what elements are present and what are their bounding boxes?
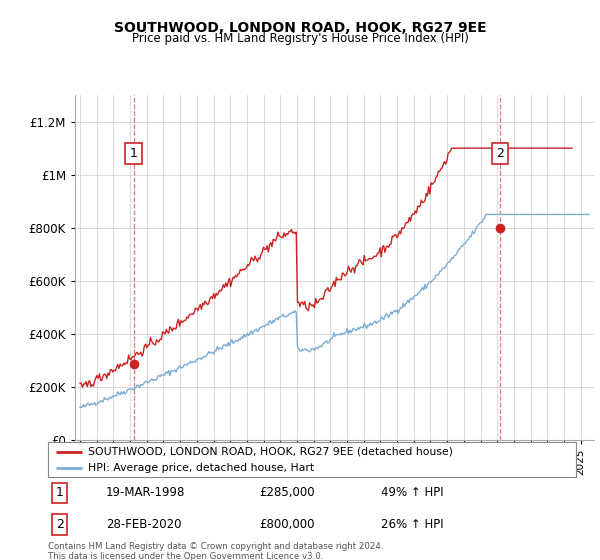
Text: SOUTHWOOD, LONDON ROAD, HOOK, RG27 9EE: SOUTHWOOD, LONDON ROAD, HOOK, RG27 9EE <box>113 21 487 35</box>
Text: 26% ↑ HPI: 26% ↑ HPI <box>380 518 443 531</box>
Text: £285,000: £285,000 <box>259 486 315 500</box>
Text: 2: 2 <box>56 518 64 531</box>
FancyBboxPatch shape <box>48 442 576 477</box>
Text: Contains HM Land Registry data © Crown copyright and database right 2024.
This d: Contains HM Land Registry data © Crown c… <box>48 542 383 560</box>
Text: SOUTHWOOD, LONDON ROAD, HOOK, RG27 9EE (detached house): SOUTHWOOD, LONDON ROAD, HOOK, RG27 9EE (… <box>88 447 452 457</box>
Text: 2: 2 <box>496 147 504 160</box>
Text: Price paid vs. HM Land Registry's House Price Index (HPI): Price paid vs. HM Land Registry's House … <box>131 32 469 45</box>
Text: 19-MAR-1998: 19-MAR-1998 <box>106 486 185 500</box>
Text: HPI: Average price, detached house, Hart: HPI: Average price, detached house, Hart <box>88 464 314 473</box>
Text: 1: 1 <box>56 486 64 500</box>
Text: £800,000: £800,000 <box>259 518 315 531</box>
Text: 28-FEB-2020: 28-FEB-2020 <box>106 518 182 531</box>
Text: 49% ↑ HPI: 49% ↑ HPI <box>380 486 443 500</box>
Text: 1: 1 <box>130 147 137 160</box>
